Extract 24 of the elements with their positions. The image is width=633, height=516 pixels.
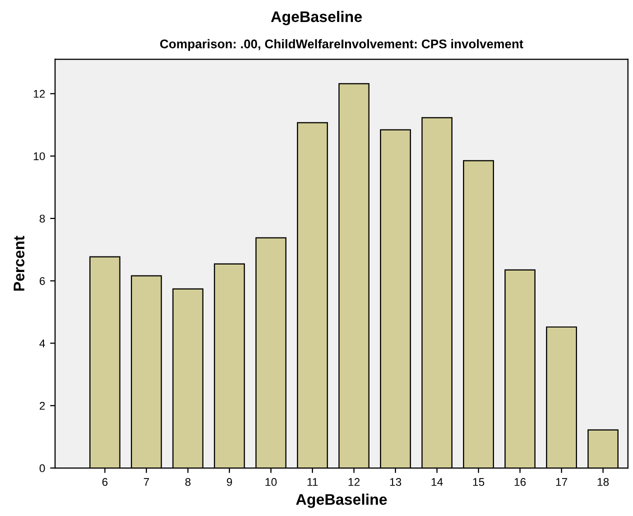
x-tick-label: 8 [185,478,191,486]
y-tick-label: 2 [40,402,45,410]
y-tick-label: 12 [34,90,45,98]
x-tick-label: 13 [390,478,402,486]
x-tick-label: 12 [348,478,360,486]
y-axis-title: Percent [14,236,24,291]
x-axis-title: AgeBaseline [296,494,387,508]
y-tick-label: 10 [34,152,45,160]
x-tick-label: 17 [556,478,568,486]
x-tick-label: 15 [473,478,484,486]
x-tick-label: 18 [598,478,609,486]
x-tick-label: 16 [514,478,526,486]
y-tick-label: 6 [40,277,45,285]
x-tick-label: 6 [102,478,108,486]
x-tick-label: 14 [432,478,443,486]
y-tick-label: 4 [39,340,46,348]
x-tick-label: 7 [144,478,149,486]
x-tick-label: 11 [308,478,318,486]
x-tick-label: 10 [266,478,277,486]
chart-title: AgeBaseline [271,10,362,26]
y-tick-label: 0 [40,464,45,472]
x-tick-label: 9 [226,478,232,486]
y-tick-label: 8 [40,214,45,223]
chart-subtitle: Comparison: .00, ChildWelfareInvolvement: CPS involvement [160,39,524,51]
